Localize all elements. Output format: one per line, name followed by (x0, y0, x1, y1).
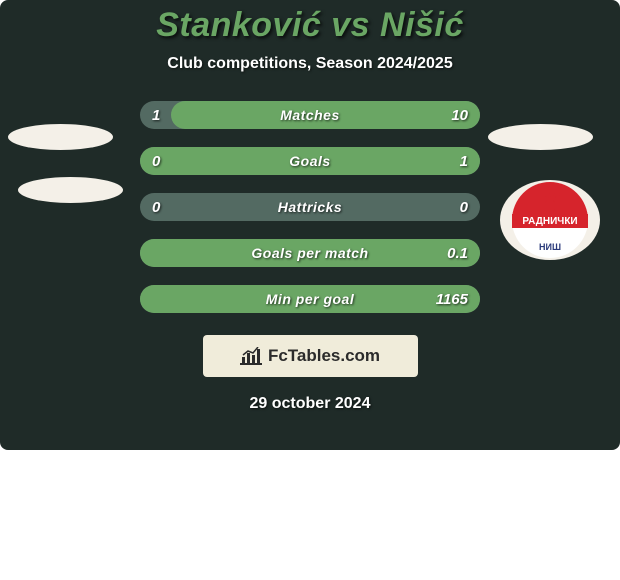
stat-right-value: 0.1 (447, 245, 468, 262)
fctables-logo[interactable]: FcTables.com (203, 335, 418, 377)
comparison-card: Stanković vs Nišić Club competitions, Se… (0, 0, 620, 450)
stat-right-value: 0 (460, 199, 468, 216)
stat-row: Min per goal 1165 (140, 285, 480, 313)
left-player-badge (18, 177, 123, 203)
svg-text:НИШ: НИШ (539, 242, 561, 252)
stat-label: Goals (289, 153, 330, 169)
stat-left-value: 1 (152, 107, 160, 124)
bar-chart-icon (240, 347, 262, 365)
stat-label: Matches (280, 107, 340, 123)
fctables-logo-text: FcTables.com (268, 346, 380, 366)
stat-row: 0 Goals 1 (140, 147, 480, 175)
stat-label: Hattricks (278, 199, 342, 215)
comparison-title: Stanković vs Nišić (0, 0, 620, 45)
comparison-subtitle: Club competitions, Season 2024/2025 (0, 55, 620, 73)
stat-right-value: 10 (451, 107, 468, 124)
stat-left-value: 0 (152, 153, 160, 170)
club-crest: 1923 РАДНИЧКИ НИШ (500, 180, 600, 260)
stat-right-value: 1 (460, 153, 468, 170)
right-player-badge (488, 124, 593, 150)
stat-row: 1 Matches 10 (140, 101, 480, 129)
svg-text:1923: 1923 (540, 190, 560, 200)
svg-text:РАДНИЧКИ: РАДНИЧКИ (522, 216, 577, 227)
stat-left-value: 0 (152, 199, 160, 216)
date-text: 29 october 2024 (0, 395, 620, 413)
left-player-badge (8, 124, 113, 150)
stat-right-value: 1165 (436, 291, 468, 308)
stat-row: Goals per match 0.1 (140, 239, 480, 267)
stat-row: 0 Hattricks 0 (140, 193, 480, 221)
stat-label: Goals per match (251, 245, 368, 261)
stat-label: Min per goal (266, 291, 354, 307)
